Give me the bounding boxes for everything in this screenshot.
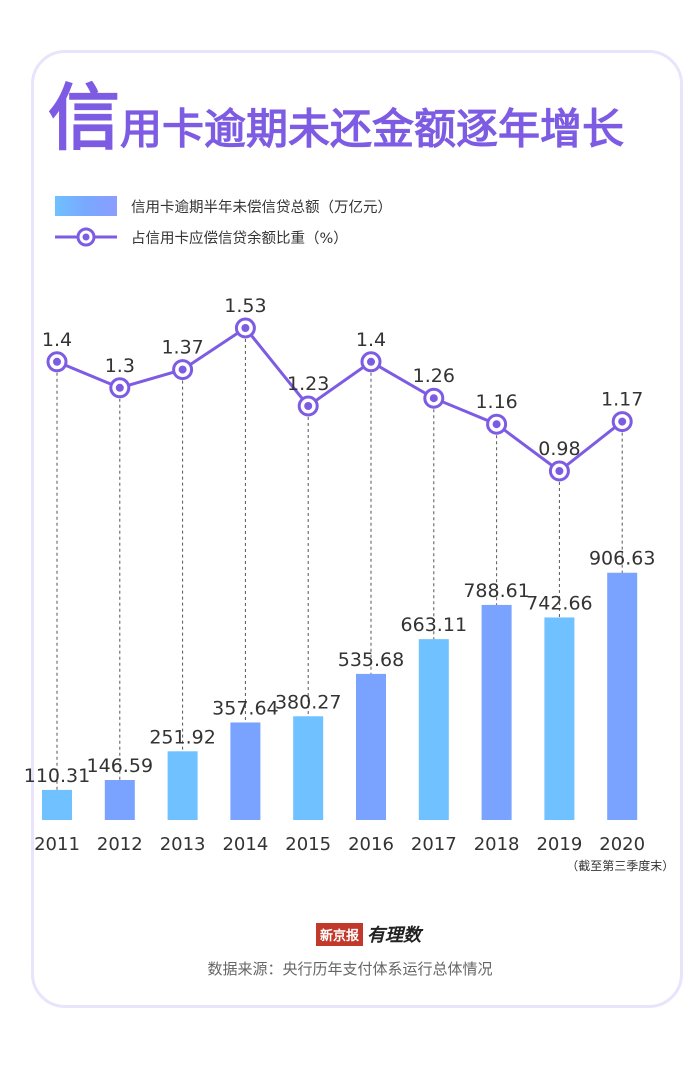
bar-label-2012: 146.59 (87, 755, 153, 777)
bar-2017 (418, 639, 449, 820)
ratio-marker-dot-2015 (304, 402, 313, 410)
ratio-label-2018: 1.16 (475, 391, 517, 413)
ratio-marker-dot-2014 (241, 324, 250, 332)
ratio-label-2020: 1.17 (601, 389, 643, 411)
legend-line-swatch (55, 227, 117, 247)
bar-2020 (607, 572, 638, 820)
x-tick-2011: 2011 (34, 834, 80, 855)
ratio-marker-dot-2011 (53, 357, 61, 366)
bar-label-2013: 251.92 (149, 726, 215, 748)
source-text: 数据来源：央行历年支付体系运行总体情况 (207, 960, 493, 978)
ratio-label-2013: 1.37 (161, 337, 203, 359)
bar-label-2018: 788.61 (463, 580, 529, 602)
legend-bar-swatch (55, 196, 117, 216)
ratio-marker-dot-2019 (555, 467, 564, 475)
bar-label-2015: 380.27 (275, 691, 341, 713)
title-rest: 用卡逾期未还金额逐年增长 (120, 104, 625, 154)
ratio-label-2017: 1.26 (413, 365, 455, 387)
title-first-char: 信 (48, 76, 121, 160)
ratio-label-2016: 1.4 (356, 329, 386, 351)
x-tick-2012: 2012 (97, 834, 143, 855)
page-title: 信用卡逾期未还金额逐年增长 (48, 82, 624, 154)
ratio-label-2012: 1.3 (105, 355, 135, 377)
logo-script: 有理数 (367, 925, 422, 946)
x-tick-2019: 2019 (536, 834, 582, 855)
x-tick-2016: 2016 (348, 834, 394, 855)
ratio-marker-dot-2017 (429, 394, 438, 403)
ratio-marker-dot-2018 (492, 420, 501, 429)
ratio-label-2014: 1.53 (224, 295, 266, 317)
bar-label-2014: 357.64 (212, 697, 278, 719)
bar-2018 (481, 604, 512, 820)
legend-bar-entry: 信用卡逾期半年未偿信贷总额（万亿元） (55, 195, 392, 217)
ratio-line (56, 325, 624, 473)
x-tick-note: （截至第三季度末） (566, 858, 674, 873)
bar-2014 (230, 722, 261, 820)
legend-bar-label: 信用卡逾期半年未偿信贷总额（万亿元） (131, 199, 392, 216)
bar-2019 (544, 617, 575, 820)
bar-label-2011: 110.31 (24, 765, 90, 787)
bar-2015 (293, 716, 324, 820)
x-tick-2013: 2013 (160, 834, 206, 855)
ratio-label-2015: 1.23 (287, 373, 329, 395)
bar-label-2017: 663.11 (401, 614, 467, 636)
legend-line-entry: 占信用卡应偿信贷余额比重（%） (55, 226, 348, 248)
x-tick-2017: 2017 (411, 834, 457, 855)
logo-box: 新京报 (316, 922, 364, 946)
ratio-marker-dot-2020 (618, 417, 627, 426)
ratio-marker-dot-2013 (178, 365, 187, 374)
bar-label-2016: 535.68 (338, 649, 404, 671)
ratio-label-2011: 1.4 (42, 329, 72, 351)
ratio-marker-dot-2016 (367, 357, 375, 366)
bar-2012 (104, 780, 135, 820)
ratio-marker-dot-2012 (115, 383, 124, 392)
legend-line-label: 占信用卡应偿信贷余额比重（%） (131, 230, 348, 247)
bar-label-2020: 906.63 (589, 548, 655, 570)
bar-label-2019: 742.66 (526, 592, 592, 614)
x-tick-2018: 2018 (474, 834, 520, 855)
card-frame (31, 50, 683, 1008)
x-tick-2014: 2014 (222, 834, 268, 855)
ratio-label-2019: 0.98 (538, 438, 580, 460)
bar-2013 (167, 751, 198, 820)
x-tick-2020: 2020 (599, 834, 645, 855)
publisher-logo: 新京报 有理数 (316, 922, 422, 946)
bar-2016 (356, 673, 386, 820)
x-tick-2015: 2015 (285, 834, 331, 855)
bar-2011 (42, 789, 72, 820)
